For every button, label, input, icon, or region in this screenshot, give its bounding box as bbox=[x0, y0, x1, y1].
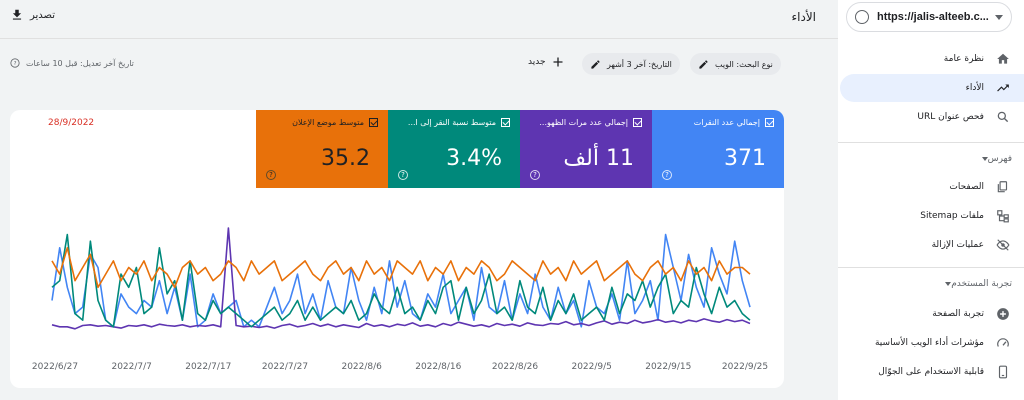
property-selector[interactable]: https://jalis-alteeb.c... bbox=[846, 2, 1012, 32]
chevron-down-icon bbox=[995, 14, 1003, 20]
sidebar-item-label: الأداء bbox=[965, 83, 984, 93]
sidebar-item-sitemaps[interactable]: ملفات Sitemap bbox=[838, 202, 1024, 230]
section-label: فهرس bbox=[987, 154, 1012, 164]
checkbox-icon[interactable] bbox=[633, 118, 642, 127]
globe-icon bbox=[855, 10, 869, 24]
x-tick-label: 2022/9/5 bbox=[571, 362, 611, 372]
metric-value: 11 ألف bbox=[563, 146, 634, 171]
export-button[interactable]: تصدير bbox=[10, 8, 55, 22]
sidebar-item-label: فحص عنوان URL bbox=[917, 112, 984, 122]
filter-date-chip[interactable]: التاريخ: آخر 3 أشهر bbox=[582, 53, 680, 75]
divider bbox=[838, 142, 1024, 143]
help-icon[interactable]: ? bbox=[662, 170, 672, 180]
checkbox-icon[interactable] bbox=[501, 118, 510, 127]
checkbox-icon[interactable] bbox=[369, 118, 378, 127]
sidebar-item-overview[interactable]: نظرة عامة bbox=[838, 45, 1024, 73]
help-icon[interactable]: ? bbox=[266, 170, 276, 180]
pages-icon bbox=[994, 178, 1012, 196]
export-label: تصدير bbox=[30, 9, 56, 21]
plus-icon bbox=[553, 57, 563, 67]
metric-label: متوسط موضع الإعلان bbox=[292, 118, 364, 127]
sidebar-item-pages[interactable]: الصفحات bbox=[838, 173, 1024, 201]
trending-up-icon bbox=[994, 79, 1012, 97]
sidebar-item-performance[interactable]: الأداء bbox=[840, 74, 1024, 102]
metric-value: 35.2 bbox=[321, 146, 370, 171]
x-tick-label: 2022/9/15 bbox=[645, 362, 691, 372]
eye-off-icon bbox=[994, 236, 1012, 254]
metric-value: 3.4% bbox=[446, 146, 502, 171]
sidebar-item-label: مؤشرات أداء الويب الأساسية bbox=[874, 338, 984, 348]
home-icon bbox=[994, 50, 1012, 68]
chip-label: نوع البحث: الويب bbox=[715, 59, 773, 69]
sidebar-item-core-web-vitals[interactable]: مؤشرات أداء الويب الأساسية bbox=[838, 329, 1024, 357]
date-annotation: 28/9/2022 bbox=[48, 118, 95, 128]
x-tick-label: 2022/8/26 bbox=[492, 362, 538, 372]
metric-label: إجمالي عدد مرات الظهو... bbox=[539, 118, 628, 127]
series-line-3 bbox=[51, 247, 751, 289]
plus-circle-icon bbox=[994, 305, 1012, 323]
speed-icon bbox=[994, 334, 1012, 352]
sidebar-item-label: ملفات Sitemap bbox=[920, 211, 984, 221]
x-tick-label: 2022/9/25 bbox=[722, 362, 768, 372]
edit-icon bbox=[699, 59, 708, 69]
sidebar-item-mobile-usability[interactable]: قابلية الاستخدام على الجوّال bbox=[838, 358, 1024, 386]
edit-icon bbox=[591, 59, 600, 69]
x-tick-label: 2022/7/17 bbox=[185, 362, 231, 372]
filter-search-type-chip[interactable]: نوع البحث: الويب bbox=[690, 53, 781, 75]
sidebar-item-label: تجربة الصفحة bbox=[932, 309, 984, 319]
metric-value: 371 bbox=[724, 146, 766, 171]
section-label: تجربة المستخدم bbox=[951, 279, 1012, 289]
metric-average-position[interactable]: متوسط موضع الإعلان 35.2 ? bbox=[256, 110, 388, 188]
section-header-index[interactable]: فهرس bbox=[966, 154, 1012, 164]
sidebar-item-label: نظرة عامة bbox=[943, 54, 984, 64]
performance-chart: 2022/6/27 2022/7/7 2022/7/17 2022/7/27 2022/… bbox=[32, 227, 768, 372]
new-filter-button[interactable]: جديد bbox=[528, 56, 564, 68]
sidebar-item-page-experience[interactable]: تجربة الصفحة bbox=[838, 300, 1024, 328]
metric-label: إجمالي عدد النقرات bbox=[693, 118, 760, 127]
x-tick-label: 2022/7/27 bbox=[262, 362, 308, 372]
metric-total-clicks[interactable]: إجمالي عدد النقرات 371 ? bbox=[652, 110, 784, 188]
sidebar-item-label: قابلية الاستخدام على الجوّال bbox=[878, 367, 984, 377]
metric-label: متوسط نسبة النقر إلى ا... bbox=[407, 118, 496, 127]
section-header-experience[interactable]: تجربة المستخدم bbox=[929, 279, 1012, 289]
help-icon: ? bbox=[10, 58, 20, 68]
property-url: https://jalis-alteeb.c... bbox=[877, 11, 989, 23]
sidebar-item-label: الصفحات bbox=[949, 182, 984, 192]
checkbox-icon[interactable] bbox=[765, 118, 774, 127]
download-icon bbox=[12, 9, 22, 20]
sidebar-item-label: عمليات الإزالة bbox=[931, 240, 984, 250]
x-tick-label: 2022/7/7 bbox=[111, 362, 151, 372]
help-icon[interactable]: ? bbox=[530, 170, 540, 180]
sidebar: https://jalis-alteeb.c... نظرة عامة الأد… bbox=[838, 0, 1024, 400]
phone-icon bbox=[994, 363, 1012, 381]
series-line-2 bbox=[51, 233, 751, 328]
svg-text:?: ? bbox=[14, 61, 17, 67]
x-tick-label: 2022/6/27 bbox=[32, 362, 78, 372]
page-title: الأداء bbox=[791, 10, 817, 24]
sidebar-item-url-inspection[interactable]: فحص عنوان URL bbox=[838, 103, 1024, 131]
last-modified: تاريخ آخر تعديل: قبل 10 ساعات ? bbox=[10, 58, 134, 68]
sitemap-icon bbox=[994, 207, 1012, 225]
series-line-1 bbox=[51, 227, 751, 330]
series-line-0 bbox=[51, 233, 751, 328]
performance-card: 28/9/2022 إجمالي عدد النقرات 371 ? إجمال… bbox=[10, 110, 784, 388]
last-modified-text: تاريخ آخر تعديل: قبل 10 ساعات bbox=[26, 58, 134, 68]
x-tick-label: 2022/8/16 bbox=[415, 362, 461, 372]
help-icon[interactable]: ? bbox=[398, 170, 408, 180]
search-icon bbox=[994, 108, 1012, 126]
header-divider bbox=[0, 38, 838, 39]
divider bbox=[838, 267, 1024, 268]
sidebar-item-removals[interactable]: عمليات الإزالة bbox=[838, 231, 1024, 259]
metric-average-ctr[interactable]: متوسط نسبة النقر إلى ا... 3.4% ? bbox=[388, 110, 520, 188]
new-filter-label: جديد bbox=[528, 57, 546, 67]
collapse-icon bbox=[981, 157, 988, 161]
x-tick-label: 2022/8/6 bbox=[341, 362, 382, 372]
metric-total-impressions[interactable]: إجمالي عدد مرات الظهو... 11 ألف ? bbox=[520, 110, 652, 188]
collapse-icon bbox=[945, 282, 952, 286]
chip-label: التاريخ: آخر 3 أشهر bbox=[607, 59, 672, 69]
